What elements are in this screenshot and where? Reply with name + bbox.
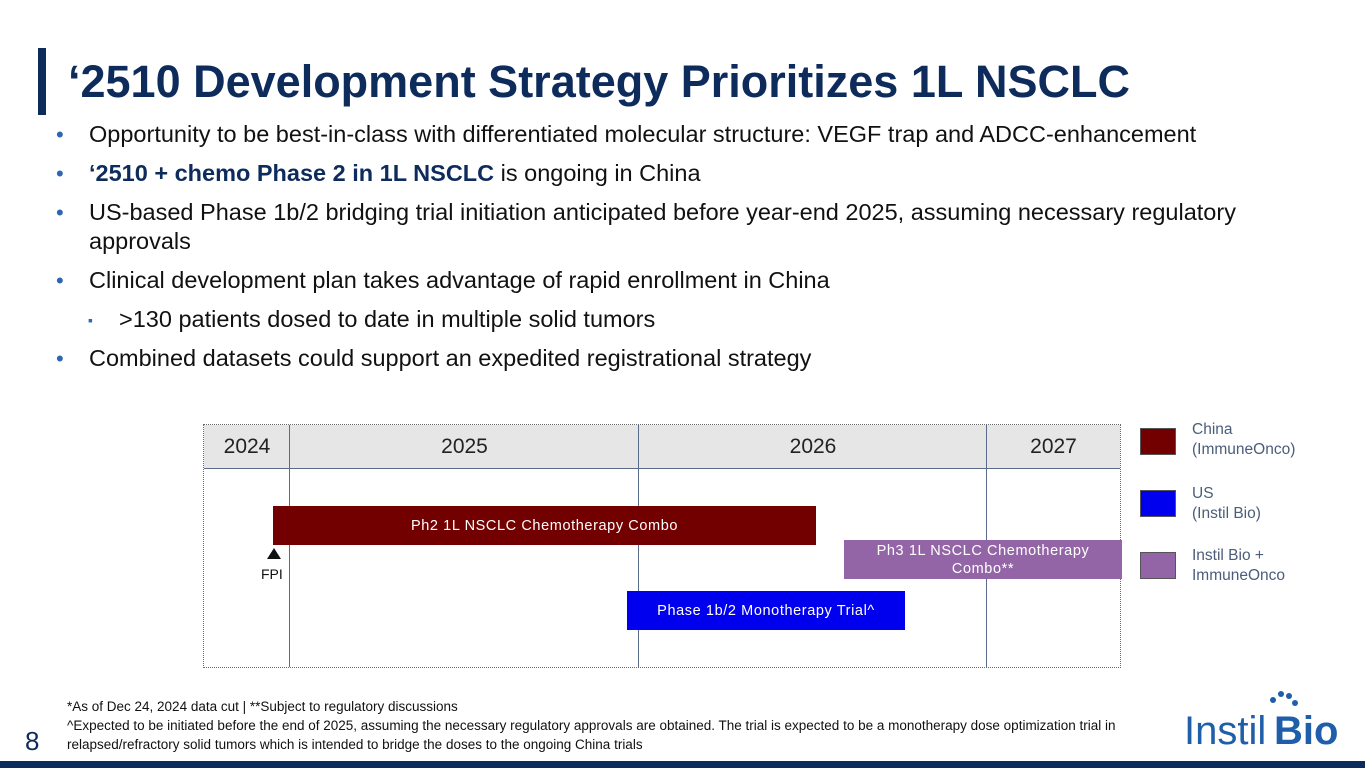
legend-label-china: China (ImmuneOnco) (1192, 421, 1296, 458)
bullet-item: • ‘2510 + chemo Phase 2 in 1L NSCLC is o… (56, 159, 1336, 188)
bullet-text: >130 patients dosed to date in multiple … (119, 306, 656, 332)
sub-bullet-marker: ▪ (88, 312, 93, 328)
bullet-highlight-text: ‘2510 + chemo Phase 2 in 1L NSCLC (89, 160, 495, 186)
bullet-text: Combined datasets could support an exped… (89, 345, 812, 371)
legend-swatch-partnership (1140, 552, 1176, 579)
footnote-line: ^Expected to be initiated before the end… (67, 718, 1116, 752)
logo-text-bio: Bio (1274, 709, 1338, 750)
bullet-text: Opportunity to be best-in-class with dif… (89, 121, 1197, 147)
bullet-item: • Combined datasets could support an exp… (56, 344, 1336, 373)
timeline-header: 2024 2025 2026 2027 (204, 425, 1120, 469)
bullet-text: US-based Phase 1b/2 bridging trial initi… (89, 199, 1236, 254)
bullet-item: • US-based Phase 1b/2 bridging trial ini… (56, 198, 1336, 256)
year-2026: 2026 (789, 435, 837, 458)
footnote-line: *As of Dec 24, 2024 data cut | **Subject… (67, 699, 458, 714)
bullet-marker: • (56, 161, 64, 186)
page-number: 8 (25, 726, 40, 756)
legend-swatch-us (1140, 490, 1176, 517)
bullet-item: • Clinical development plan takes advant… (56, 266, 1336, 295)
bullet-item: • Opportunity to be best-in-class with d… (56, 120, 1336, 149)
bullet-text: is ongoing in China (494, 160, 701, 186)
legend-label-partnership: Instil Bio + ImmuneOnco (1192, 547, 1286, 584)
legend-label-us: US (Instil Bio) (1192, 485, 1261, 522)
bar-ph1b2-monotherapy: Phase 1b/2 Monotherapy Trial^ (627, 591, 905, 630)
instil-bio-logo: Instil Bio (1184, 691, 1338, 750)
timeline-chart: 2024 2025 2026 2027 Ph2 1L NSCLC Chemoth… (203, 424, 1122, 668)
bullet-marker: • (56, 268, 64, 293)
year-2024: 2024 (223, 435, 271, 458)
triangle-up-icon (267, 548, 281, 559)
legend-swatch-china (1140, 428, 1176, 455)
title-accent-bar (38, 48, 46, 115)
year-divider (638, 425, 639, 667)
footer-bar (0, 761, 1365, 768)
logo-text-instil: Instil (1184, 709, 1266, 750)
year-2025: 2025 (441, 435, 488, 458)
bullet-marker: • (56, 200, 64, 225)
footnotes: *As of Dec 24, 2024 data cut | **Subject… (67, 697, 1127, 754)
bullet-marker: • (56, 346, 64, 371)
bullet-list: • Opportunity to be best-in-class with d… (56, 120, 1336, 383)
sub-bullet-item: ▪ >130 patients dosed to date in multipl… (56, 305, 1336, 334)
fpi-milestone-label: FPI (261, 566, 283, 582)
bullet-marker: • (56, 122, 64, 147)
year-2027: 2027 (1030, 435, 1077, 458)
slide-title: ‘2510 Development Strategy Prioritizes 1… (68, 56, 1131, 107)
year-divider (289, 425, 290, 667)
bar-ph3-chemo-combo: Ph3 1L NSCLC Chemotherapy Combo** (844, 540, 1122, 579)
bullet-text: Clinical development plan takes advantag… (89, 267, 830, 293)
bar-ph2-chemo-combo: Ph2 1L NSCLC Chemotherapy Combo (273, 506, 816, 545)
